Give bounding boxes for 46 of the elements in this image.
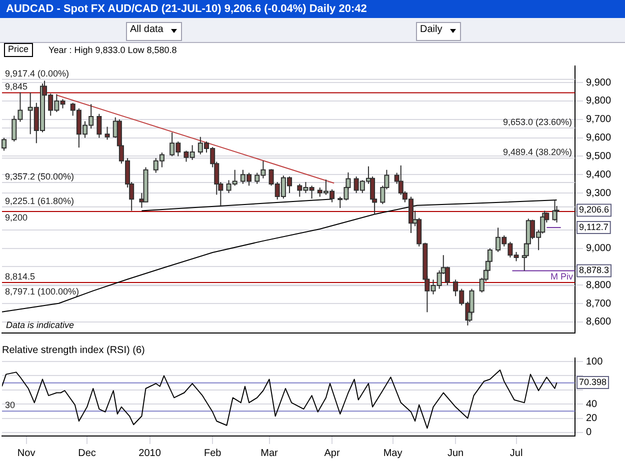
x-tick-label: Jul: [510, 448, 523, 459]
y-tick-label: 8,700: [586, 298, 612, 310]
y-tick-label: 8,600: [586, 316, 612, 328]
ref-line-label: 8,814.5: [5, 271, 36, 282]
x-tick-label: Dec: [78, 448, 96, 459]
y-tick-label: 100: [586, 356, 604, 368]
ref-line-label: 9,357.2 (50.00%): [5, 172, 74, 182]
x-tick-label: Jun: [447, 448, 464, 459]
series-label: M Piv: [550, 272, 574, 282]
y-tick-label: 8,800: [586, 280, 612, 291]
ref-line-label: 9,653.0 (23.60%): [502, 117, 572, 128]
y-tick-label: 40: [586, 398, 598, 410]
y-tick-label: 9,400: [586, 169, 612, 180]
y-tick-label: 9,800: [586, 96, 612, 107]
chart-title: AUDCAD - Spot FX AUD/CAD (21-JUL-10) 9,206.6 (-0.04%) Daily 20:42: [0, 0, 625, 18]
annotation: 70.398: [579, 377, 607, 388]
y-tick-label: 9,300: [586, 188, 612, 199]
y-tick-label: 9,900: [586, 77, 612, 88]
x-tick-label: May: [383, 448, 402, 459]
chart-subtitle: Year : High 9,833.0 Low 8,580.8: [48, 44, 177, 57]
y-tick-label: 0: [586, 427, 592, 438]
x-tick-label: Feb: [204, 448, 222, 459]
ref-line-label: 9,845: [5, 82, 28, 92]
chart-title: Relative strength index (RSI) (6): [2, 344, 145, 356]
y-axis-title: Price: [4, 43, 33, 57]
text: Daily: [416, 22, 462, 41]
annotation: 8,878.3: [579, 265, 610, 276]
ref-line-label: 8,797.1 (100.00%): [5, 286, 80, 297]
y-tick-label: 9,600: [586, 132, 612, 144]
y-tick-label: 9,700: [586, 114, 612, 126]
ref-line-label: 9,917.4 (0.00%): [5, 68, 70, 78]
x-tick-label: 2010: [138, 448, 162, 459]
x-tick-label: Mar: [260, 448, 279, 459]
ref-line-label: 9,489.4 (38.20%): [502, 147, 572, 158]
annotation: 9,112.7: [579, 222, 608, 232]
text: All data: [126, 22, 182, 41]
y-tick-label: 9,000: [586, 243, 612, 254]
annotation: 9,206.6: [579, 204, 610, 215]
x-tick-label: Apr: [324, 448, 340, 459]
ref-line-label: 9,225.1 (61.80%): [5, 196, 74, 206]
y-tick-label: 20: [586, 413, 598, 424]
y-tick-label: 9,500: [586, 150, 612, 162]
x-tick-label: Nov: [17, 448, 36, 459]
ref-line-label: 9,200: [5, 212, 28, 222]
annotation: Data is indicative: [6, 320, 74, 330]
ref-line-label: 30: [5, 400, 16, 410]
